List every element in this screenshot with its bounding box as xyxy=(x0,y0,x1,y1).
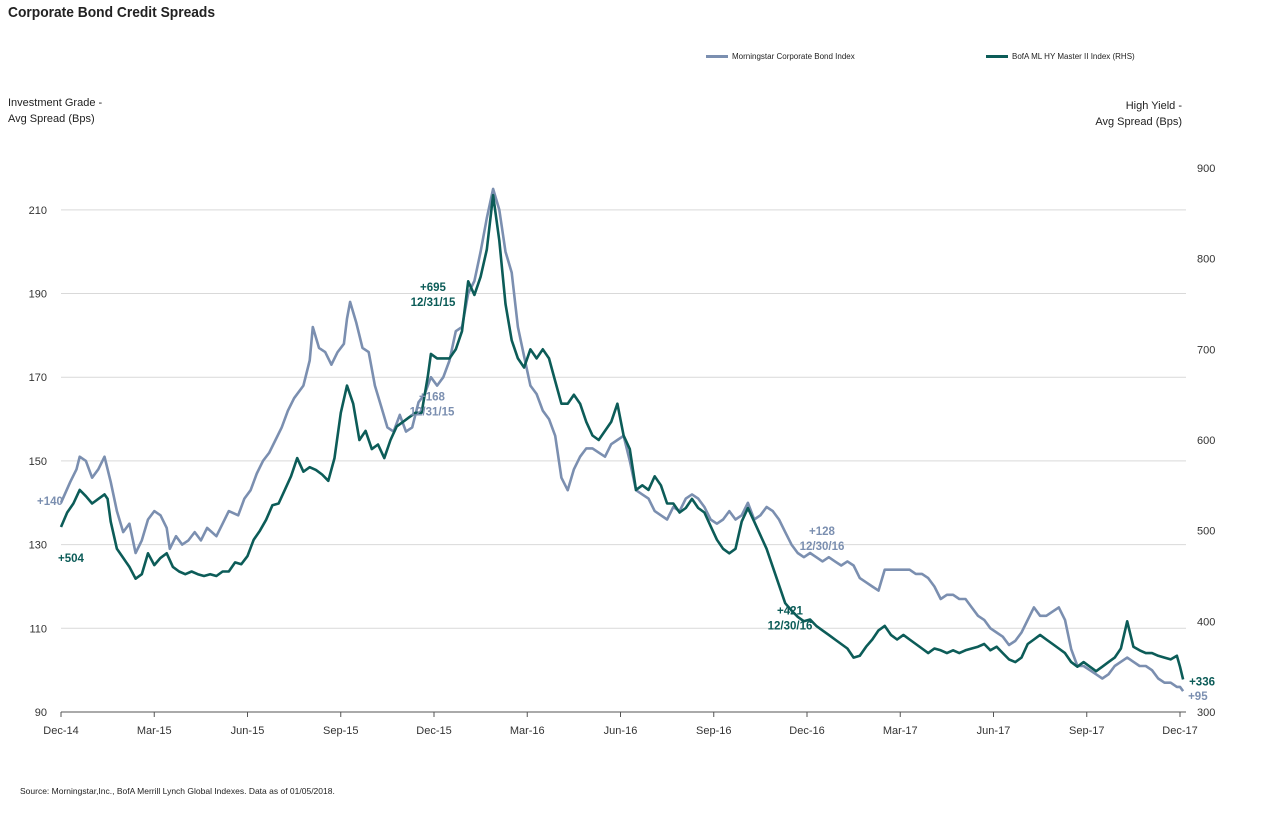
x-tick-label-Sep-15: Sep-15 xyxy=(323,725,358,737)
annotation-date-plus-421: 12/30/16 xyxy=(768,620,813,632)
right-tick-label-900: 900 xyxy=(1197,163,1215,175)
left-tick-label-150: 150 xyxy=(29,456,47,468)
left-axis-title-line2: Avg Spread (Bps) xyxy=(8,113,95,125)
series-line-morningstar xyxy=(59,187,1185,692)
right-axis-title-line1: High Yield - xyxy=(1125,100,1182,112)
right-tick-label-700: 700 xyxy=(1197,344,1215,356)
left-axis-title: Investment Grade - Avg Spread (Bps) xyxy=(8,95,102,127)
annotation-plus-504: +504 xyxy=(58,553,85,565)
annotation-plus-128: +128 xyxy=(809,526,836,538)
right-tick-label-300: 300 xyxy=(1197,707,1215,719)
chart-title: Corporate Bond Credit Spreads xyxy=(8,4,216,21)
legend-item-bofa: BofA ML HY Master II Index (RHS) xyxy=(986,52,1135,61)
annotation-date-plus-695: 12/31/15 xyxy=(411,297,456,309)
annotation-plus-421: +421 xyxy=(777,605,804,617)
right-axis-title: High Yield - Avg Spread (Bps) xyxy=(1095,98,1182,130)
legend-swatch-bofa xyxy=(986,55,1008,58)
right-tick-label-400: 400 xyxy=(1197,616,1215,628)
x-tick-label-Jun-15: Jun-15 xyxy=(231,725,265,737)
right-axis-title-line2: Avg Spread (Bps) xyxy=(1095,116,1182,128)
x-tick-label-Dec-15: Dec-15 xyxy=(416,725,451,737)
x-tick-label-Jun-17: Jun-17 xyxy=(977,725,1011,737)
x-tick-label-Sep-17: Sep-17 xyxy=(1069,725,1104,737)
legend-swatch-morningstar xyxy=(706,55,728,58)
annotation-plus-95: +95 xyxy=(1188,691,1208,703)
right-tick-label-500: 500 xyxy=(1197,526,1215,538)
series-line-bofa xyxy=(59,193,1185,680)
annotation-plus-168: +168 xyxy=(419,392,446,404)
annotation-plus-336: +336 xyxy=(1189,676,1215,688)
left-tick-label-210: 210 xyxy=(29,205,47,217)
left-tick-label-110: 110 xyxy=(29,623,47,635)
annotation-date-plus-168: 12/31/15 xyxy=(410,407,455,419)
left-tick-label-130: 130 xyxy=(29,540,47,552)
x-tick-label-Jun-16: Jun-16 xyxy=(604,725,638,737)
x-tick-label-Mar-15: Mar-15 xyxy=(137,725,172,737)
legend-label-bofa: BofA ML HY Master II Index (RHS) xyxy=(1012,52,1135,61)
left-tick-label-90: 90 xyxy=(35,707,47,719)
x-tick-label-Mar-16: Mar-16 xyxy=(510,725,545,737)
annotation-plus-140: +140 xyxy=(37,496,63,508)
x-tick-label-Sep-16: Sep-16 xyxy=(696,725,731,737)
left-tick-label-170: 170 xyxy=(29,372,47,384)
x-tick-label-Dec-14: Dec-14 xyxy=(43,725,78,737)
annotation-date-plus-128: 12/30/16 xyxy=(800,541,845,553)
annotation-plus-695: +695 xyxy=(420,282,447,294)
right-tick-label-600: 600 xyxy=(1197,435,1215,447)
left-tick-label-190: 190 xyxy=(29,289,47,301)
legend-item-morningstar: Morningstar Corporate Bond Index xyxy=(706,52,855,61)
right-tick-label-800: 800 xyxy=(1197,254,1215,266)
source-note: Source: Morningstar,Inc., BofA Merrill L… xyxy=(20,786,335,796)
x-tick-label-Mar-17: Mar-17 xyxy=(883,725,918,737)
left-axis-title-line1: Investment Grade - xyxy=(8,97,103,109)
x-tick-label-Dec-16: Dec-16 xyxy=(789,725,824,737)
legend-label-morningstar: Morningstar Corporate Bond Index xyxy=(732,52,855,61)
x-tick-label-Dec-17: Dec-17 xyxy=(1162,725,1197,737)
